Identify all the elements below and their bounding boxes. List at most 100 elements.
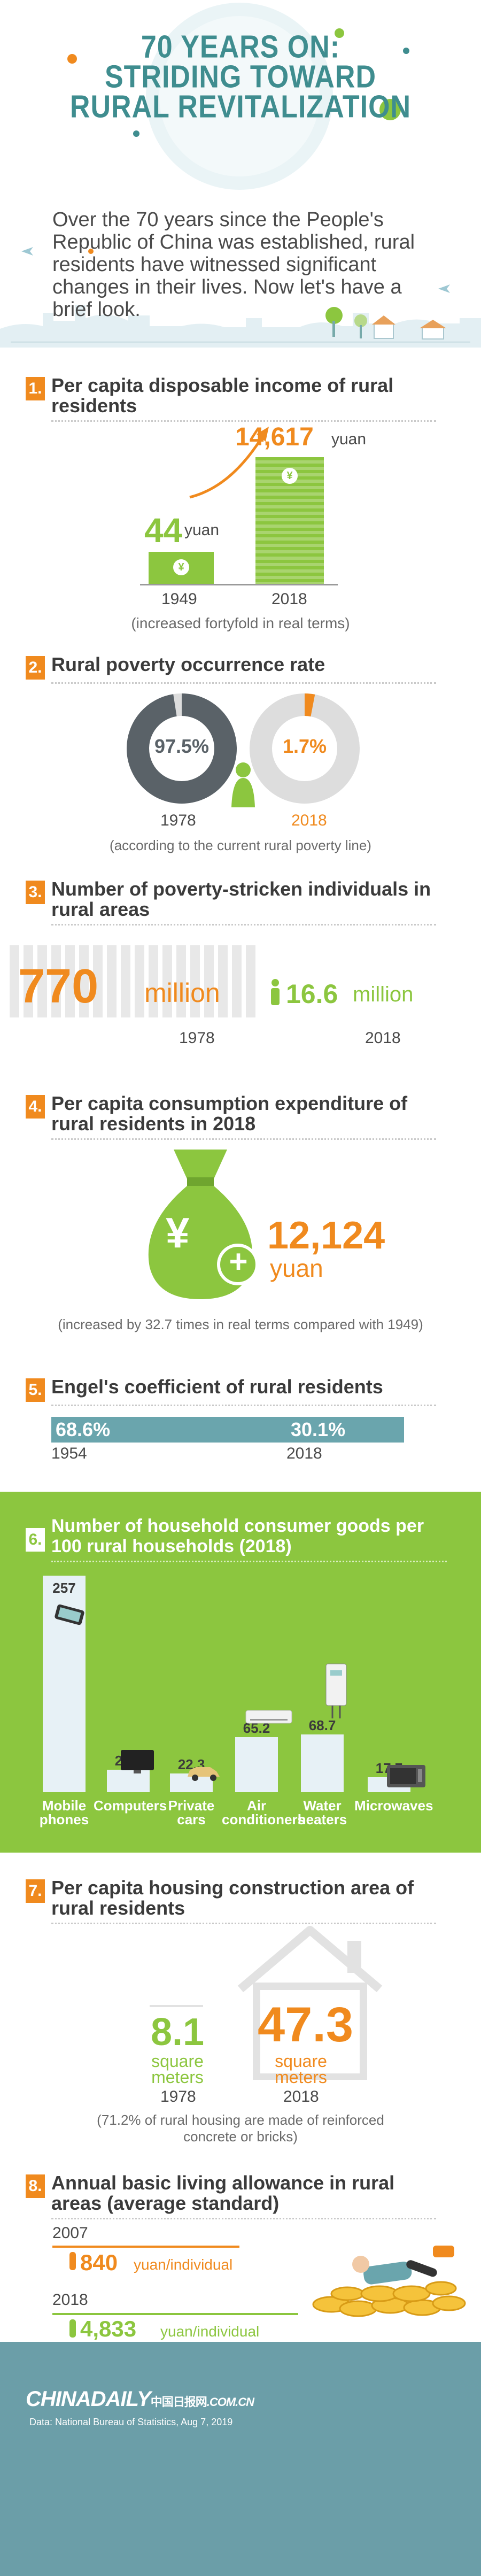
consumption-note: (increased by 32.7 times in real terms c… — [58, 1316, 423, 1332]
poverty-1978-value: 97.5% — [154, 735, 210, 757]
title-line-3: RURAL REVITALIZATION — [69, 89, 412, 125]
allowance-2018-unit: yuan/individual — [160, 2323, 260, 2340]
income-2018-unit: yuan — [331, 430, 367, 448]
allowance-2007-value: 840 — [80, 2250, 118, 2275]
section-7-number: 7. — [26, 1879, 45, 1903]
yen-coin-icon: ¥ — [282, 468, 298, 484]
consumption-unit: yuan — [270, 1254, 323, 1282]
poor-2018-value: 16.6 — [286, 979, 338, 1009]
air-conditioner-icon — [245, 1710, 292, 1724]
person-icon — [69, 2252, 76, 2270]
allowance-2007-line — [52, 2246, 239, 2248]
engel-2018-year: 2018 — [286, 1445, 322, 1462]
allowance-2007-year: 2007 — [52, 2224, 88, 2242]
housing-note: (71.2% of rural housing are made of rein… — [0, 2112, 481, 2145]
section-4-number: 4. — [26, 1095, 45, 1119]
housing-1978-value: 8.1 — [151, 2011, 205, 2054]
housing-1978-unit: square meters — [140, 2051, 215, 2087]
section-5-title: Engel's coefficient of rural residents — [51, 1377, 436, 1406]
income-1949-bar: ¥ — [149, 552, 214, 584]
footer-brand: CHINADAILY中国日报网.COM.CN — [26, 2387, 254, 2411]
unit-line-2: meters — [275, 2068, 327, 2087]
section-8-title: Annual basic living allowance in rural a… — [51, 2173, 436, 2219]
header-illustration — [0, 0, 481, 353]
category-label: Mobile phones — [39, 1798, 89, 1827]
footer-source: Data: National Bureau of Statistics, Aug… — [29, 2417, 233, 2427]
income-2018-bar: ¥ — [255, 457, 324, 584]
consumer-goods-chart: 257Mobilephones26.9Computers22.3Privatec… — [0, 1492, 481, 1853]
section-2-number: 2. — [26, 656, 45, 680]
poverty-1978-year: 1978 — [160, 812, 196, 829]
poor-1978-year: 1978 — [179, 1029, 215, 1047]
donut-1978-fill — [127, 693, 237, 804]
bar-1 — [107, 1769, 150, 1792]
section-5-number: 5. — [26, 1378, 45, 1402]
bar-value-label: 68.7 — [308, 1717, 336, 1733]
section-2-title: Rural poverty occurrence rate — [51, 654, 436, 684]
housing-2018-unit: square meters — [261, 2051, 341, 2087]
poverty-2018-value: 1.7% — [282, 735, 327, 757]
income-1949-unit: yuan — [184, 521, 220, 539]
donut-2018-fill — [250, 693, 360, 804]
category-label: Computers — [94, 1798, 167, 1814]
computer-icon — [121, 1750, 154, 1773]
section-4-title: Per capita consumption expenditure of ru… — [51, 1093, 436, 1140]
allowance-2007-unit: yuan/individual — [134, 2256, 233, 2273]
engel-2018-bar: 30.1% — [286, 1417, 404, 1443]
coins-relaxing-person-icon — [312, 2246, 466, 2317]
section-3-title: Number of poverty-stricken individuals i… — [51, 879, 436, 925]
bar-3 — [235, 1737, 278, 1792]
housing-1978-year: 1978 — [160, 2088, 196, 2105]
income-1949-value: 44 — [144, 511, 183, 550]
bar-4 — [301, 1734, 344, 1792]
title-line-2: STRIDING TOWARD — [104, 59, 377, 95]
yen-symbol: ¥ — [166, 1209, 190, 1256]
unit-line-1: square — [275, 2051, 327, 2071]
consumption-value: 12,124 — [267, 1214, 385, 1257]
person-icon — [69, 2319, 76, 2338]
section-1-number: 1. — [26, 377, 45, 400]
crowd-icon — [10, 945, 255, 1017]
category-label: Air conditioners — [222, 1798, 306, 1827]
income-2018-year: 2018 — [271, 590, 307, 608]
allowance-2018-year: 2018 — [52, 2291, 88, 2309]
section-3-number: 3. — [26, 881, 45, 904]
microwave-icon — [387, 1765, 425, 1787]
income-1949-year: 1949 — [161, 590, 197, 608]
footer: CHINADAILY中国日报网.COM.CN Data: National Bu… — [0, 2342, 481, 2576]
engel-1954-bar: 68.6% — [51, 1417, 309, 1443]
housing-2018-year: 2018 — [283, 2088, 319, 2105]
brand-domain: .COM.CN — [206, 2395, 254, 2409]
unit-line-1: square — [151, 2051, 204, 2071]
poverty-note: (according to the current rural poverty … — [110, 837, 371, 853]
brand-text: CHINADAILY — [26, 2387, 151, 2411]
car-icon — [188, 1767, 220, 1781]
poor-1978-unit: million — [144, 978, 220, 1008]
poor-2018-unit: million — [353, 983, 414, 1006]
note-line-1: (71.2% of rural housing are made of rein… — [97, 2112, 384, 2128]
money-bag-icon — [148, 1150, 259, 1299]
allowance-2018-line — [52, 2313, 298, 2315]
category-label: Water heaters — [297, 1798, 347, 1827]
note-line-2: concrete or bricks) — [183, 2128, 298, 2145]
poor-2018-year: 2018 — [365, 1029, 401, 1047]
engel-1954-year: 1954 — [51, 1445, 87, 1462]
person-icon — [231, 762, 255, 807]
bar-value-label: 257 — [52, 1580, 76, 1596]
section-7-title: Per capita housing construction area of … — [51, 1878, 436, 1924]
brand-cn-text: 中国日报网 — [150, 2395, 207, 2409]
category-label: Private cars — [168, 1798, 215, 1827]
poor-1978-value: 770 — [18, 960, 99, 1013]
allowance-2018-value: 4,833 — [80, 2316, 137, 2341]
unit-line-2: meters — [151, 2068, 204, 2087]
mobile-phone-icon — [55, 1604, 84, 1625]
section-6-title: Number of household consumer goods per 1… — [51, 1516, 447, 1562]
category-label: Microwaves — [354, 1798, 433, 1814]
section-6-number: 6. — [26, 1528, 45, 1552]
small-house-roof — [150, 2005, 203, 2007]
person-icon — [270, 978, 281, 1005]
water-heater-icon — [325, 1663, 347, 1718]
baseline — [140, 584, 338, 585]
intro-text: Over the 70 years since the People's Rep… — [52, 209, 415, 321]
poverty-rate-donuts — [127, 693, 360, 807]
